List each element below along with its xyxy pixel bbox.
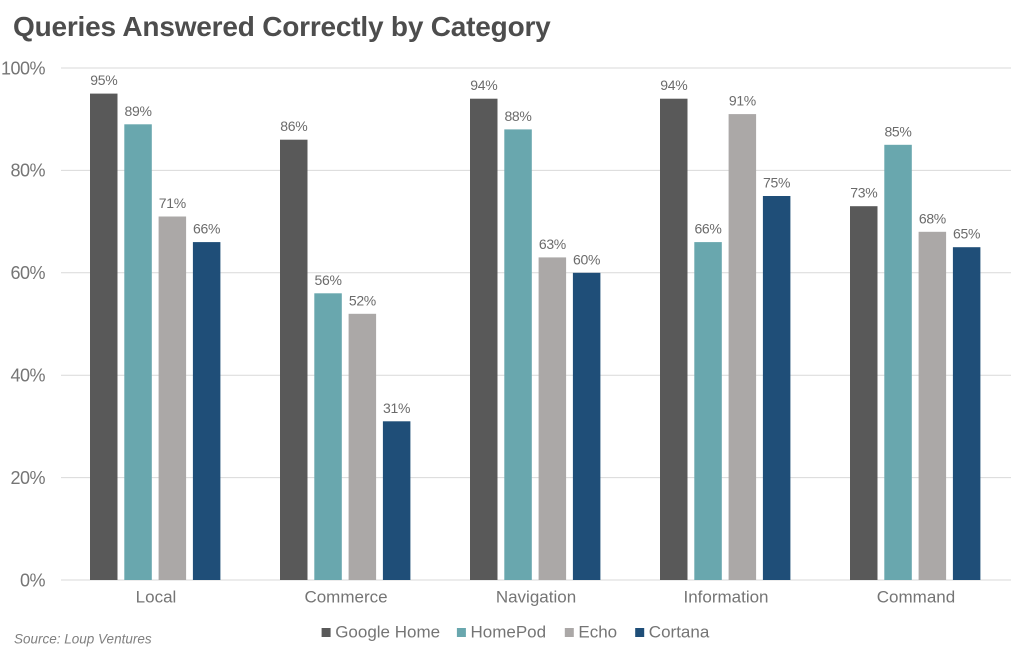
svg-text:31%: 31%	[383, 400, 410, 416]
svg-text:Commerce: Commerce	[304, 588, 387, 607]
svg-text:94%: 94%	[470, 77, 497, 93]
svg-text:66%: 66%	[193, 221, 220, 237]
svg-text:100%: 100%	[1, 58, 46, 78]
svg-text:88%: 88%	[504, 108, 531, 124]
svg-text:80%: 80%	[10, 161, 45, 181]
svg-text:91%: 91%	[729, 93, 756, 109]
svg-text:Cortana: Cortana	[649, 623, 710, 642]
svg-text:52%: 52%	[349, 292, 376, 308]
svg-text:Information: Information	[683, 588, 768, 607]
svg-text:60%: 60%	[573, 251, 600, 267]
svg-text:Google Home: Google Home	[335, 623, 440, 642]
svg-text:Echo: Echo	[578, 623, 617, 642]
svg-text:65%: 65%	[953, 226, 980, 242]
svg-text:HomePod: HomePod	[471, 623, 547, 642]
svg-text:0%: 0%	[20, 570, 46, 590]
svg-text:63%: 63%	[539, 236, 566, 252]
svg-text:75%: 75%	[763, 175, 790, 191]
svg-text:85%: 85%	[884, 123, 911, 139]
svg-text:56%: 56%	[315, 272, 342, 288]
svg-text:Local: Local	[136, 588, 177, 607]
svg-text:68%: 68%	[919, 210, 946, 226]
svg-text:20%: 20%	[10, 468, 45, 488]
svg-text:Queries Answered Correctly by: Queries Answered Correctly by Category	[13, 11, 551, 42]
svg-text:94%: 94%	[660, 77, 687, 93]
svg-text:71%: 71%	[159, 195, 186, 211]
svg-text:40%: 40%	[10, 366, 45, 386]
svg-text:66%: 66%	[694, 221, 721, 237]
svg-text:60%: 60%	[10, 263, 45, 283]
svg-text:86%: 86%	[280, 118, 307, 134]
svg-text:Source: Loup Ventures: Source: Loup Ventures	[14, 632, 152, 647]
svg-text:95%: 95%	[90, 72, 117, 88]
svg-text:73%: 73%	[850, 185, 877, 201]
svg-text:Navigation: Navigation	[496, 588, 576, 607]
svg-text:Command: Command	[877, 588, 955, 607]
svg-text:89%: 89%	[125, 103, 152, 119]
